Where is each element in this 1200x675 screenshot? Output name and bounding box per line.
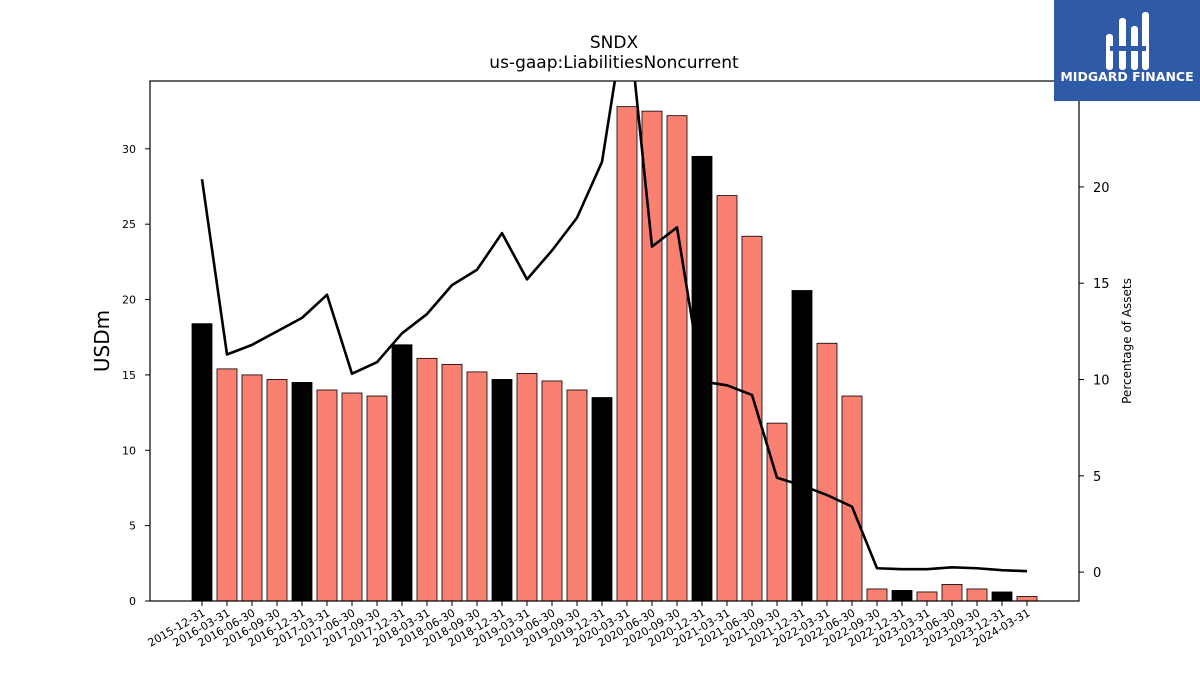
bar-2023-03-31 [916,591,938,602]
bar-2018-12-31 [491,379,513,602]
bar-2022-06-30 [841,395,863,602]
bar-2021-03-31 [716,195,738,602]
bar-2020-09-30 [666,115,688,602]
y-tick-label: 25 [122,218,136,231]
y2-tick-label: 20 [1093,181,1110,196]
bar-2018-06-30 [441,363,463,602]
bar-2017-09-30 [366,395,388,602]
bar-2019-12-31 [591,397,613,602]
y-tick-label: 15 [122,369,136,382]
y2-axis-label: Percentage of Assets [1120,278,1134,404]
y2-tick-label: 5 [1093,470,1101,485]
bar-2021-09-30 [766,422,788,602]
brand-logo: MIDGARD FINANCE [1054,0,1200,101]
bar-2015-12-31 [191,323,213,602]
bar-2024-03-31 [1016,596,1038,602]
bar-2016-06-30 [241,374,263,602]
bar-2018-03-31 [416,357,438,602]
bar-2022-12-31 [891,590,913,602]
y2-tick-label: 0 [1093,566,1101,581]
y-tick-label: 0 [129,595,136,608]
bar-2017-12-31 [391,344,413,602]
y-tick-label: 30 [122,143,136,156]
bar-2016-12-31 [291,382,313,602]
y-tick-label: 20 [122,294,136,307]
bar-2016-03-31 [216,368,238,602]
bar-2019-03-31 [516,373,538,602]
bar-2020-03-31 [616,106,638,602]
x-axis-ticks: 2015-12-312016-03-312016-06-302016-09-30… [146,601,1033,650]
bar-2018-09-30 [466,371,488,602]
bar-2017-06-30 [341,392,363,602]
chart-title: SNDX [590,33,639,53]
bar-group [191,106,1038,602]
bar-2016-09-30 [266,379,288,602]
bar-2021-12-31 [791,290,813,602]
bar-2022-03-31 [816,342,838,602]
y2-tick-label: 15 [1093,277,1110,292]
right-axis-ticks: 0 5 10 15 20 [1079,181,1110,581]
logo-text: MIDGARD FINANCE [1060,69,1193,84]
bar-2019-09-30 [566,389,588,602]
y-tick-label: 10 [122,444,136,457]
percentage-line [200,81,1028,573]
line-group [200,81,1028,573]
y-axis-label: USDm [90,310,114,372]
left-axis-ticks: 0 5 10 15 20 25 30 [122,143,150,608]
bar-2023-09-30 [966,588,988,602]
bar-2019-06-30 [541,380,563,602]
y2-tick-label: 10 [1093,374,1110,389]
bar-2023-12-31 [991,591,1013,602]
y-tick-label: 5 [129,520,136,533]
bar-2023-06-30 [941,584,963,602]
bar-2017-03-31 [316,389,338,602]
logo-mark-icon [1106,12,1149,70]
bar-2022-09-30 [866,588,888,602]
chart-subtitle: us-gaap:LiabilitiesNoncurrent [489,53,739,73]
plot-frame [149,80,1080,602]
